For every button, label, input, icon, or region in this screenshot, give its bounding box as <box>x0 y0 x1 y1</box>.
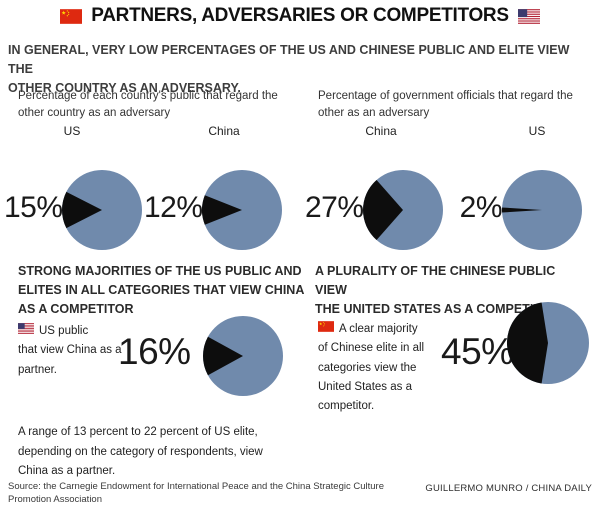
note-chinese-elite-competitor: A clear majority of Chinese elite in all… <box>318 320 450 417</box>
source-credit: Source: the Carnegie Endowment for Inter… <box>8 481 385 505</box>
pie-us-public-partner <box>203 316 283 396</box>
country-label-china-officials: China <box>365 124 397 138</box>
note-text: US public that view China as a partner. <box>18 325 122 376</box>
note-us-public-partner: US public that view China as a partner. <box>18 322 148 380</box>
value-label-us-officials-adversary: 2% <box>459 191 503 224</box>
value-label-china-officials-adversary: 27% <box>305 191 364 224</box>
china-flag-icon <box>318 321 334 332</box>
country-label-us-officials: US <box>528 124 546 138</box>
footnote-us-elite-range: A range of 13 percent to 22 percent of U… <box>18 426 263 478</box>
caption-officials-adversary: Percentage of government officials that … <box>318 90 573 120</box>
pie-us-officials-adversary <box>502 170 582 250</box>
us-flag-icon <box>18 323 34 334</box>
caption-public-adversary: Percentage of each country's public that… <box>18 90 278 120</box>
author-credit: GUILLERMO MUNRO / CHINA DAILY <box>425 483 592 494</box>
china-flag-icon <box>60 8 83 24</box>
value-label-china-competitor: 45% <box>441 331 514 372</box>
value-label-us-partner: 16% <box>118 331 191 372</box>
pie-us-public-adversary <box>62 170 142 250</box>
page-title: PARTNERS, ADVERSARIES OR COMPETITORS <box>91 5 509 26</box>
heading-china-competitor: A PLURALITY OF THE CHINESE PUBLIC VIEW T… <box>315 264 560 316</box>
value-label-us-public-adversary: 15% <box>4 191 63 224</box>
pie-china-public-adversary <box>202 170 282 250</box>
country-label-us-public: US <box>63 124 81 138</box>
note-text: A clear majority of Chinese elite in all… <box>318 323 425 413</box>
value-label-china-public-adversary: 12% <box>144 191 203 224</box>
us-flag-icon <box>517 8 540 24</box>
intro-text: IN GENERAL, VERY LOW PERCENTAGES OF THE … <box>8 43 570 95</box>
heading-us-competitor: STRONG MAJORITIES OF THE US PUBLIC AND E… <box>18 264 305 316</box>
pie-chinese-public-competitor <box>506 302 589 384</box>
pie-china-officials-adversary <box>363 170 443 250</box>
header: PARTNERS, ADVERSARIES OR COMPETITORS <box>0 5 600 27</box>
country-label-china-public: China <box>208 124 240 138</box>
